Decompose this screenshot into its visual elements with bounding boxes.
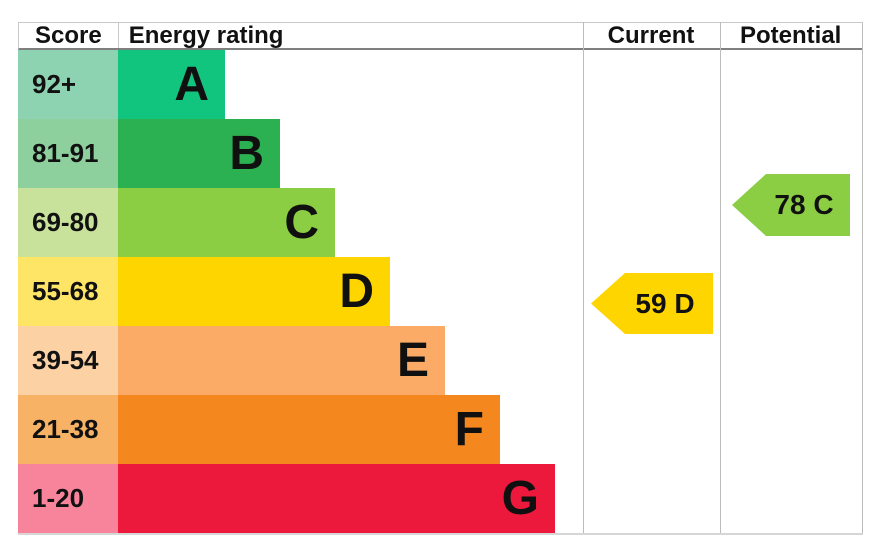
energy-rating-column-header: Energy rating [128, 22, 284, 49]
band-rows: 92+ A 81-91 B 69-80 C 55-68 D 39-54 E 21… [18, 50, 863, 533]
current-column-left-divider [583, 22, 584, 533]
band-score-cell: 21-38 [18, 395, 118, 464]
band-score-cell: 92+ [18, 50, 118, 119]
band-row-e: 39-54 E [18, 326, 863, 395]
band-score-cell: 39-54 [18, 326, 118, 395]
band-row-c: 69-80 C [18, 188, 863, 257]
potential-rating-label: 78 C [774, 189, 834, 220]
band-bar: C [118, 188, 335, 257]
band-score-cell: 69-80 [18, 188, 118, 257]
band-bar: A [118, 50, 225, 119]
potential-column-left-divider [720, 22, 721, 533]
band-row-a: 92+ A [18, 50, 863, 119]
band-score-cell: 55-68 [18, 257, 118, 326]
band-bar: E [118, 326, 445, 395]
table-right-border [862, 22, 863, 533]
band-bar: B [118, 119, 280, 188]
chart-header-row: Score Energy rating Current Potential [18, 22, 863, 50]
band-bar: G [118, 464, 555, 533]
band-row-d: 55-68 D [18, 257, 863, 326]
current-rating-label: 59 D [635, 287, 695, 319]
band-score-cell: 81-91 [18, 119, 118, 188]
potential-column-header: Potential [740, 22, 842, 49]
band-row-g: 1-20 G [18, 464, 863, 533]
band-row-f: 21-38 F [18, 395, 863, 464]
energy-rating-chart: Score Energy rating Current Potential 92… [18, 22, 863, 535]
band-bar: D [118, 257, 390, 326]
band-bar: F [118, 395, 500, 464]
score-column-header: Score [19, 23, 119, 49]
band-score-cell: 1-20 [18, 464, 118, 533]
band-row-b: 81-91 B [18, 119, 863, 188]
current-column-header: Current [607, 22, 695, 49]
